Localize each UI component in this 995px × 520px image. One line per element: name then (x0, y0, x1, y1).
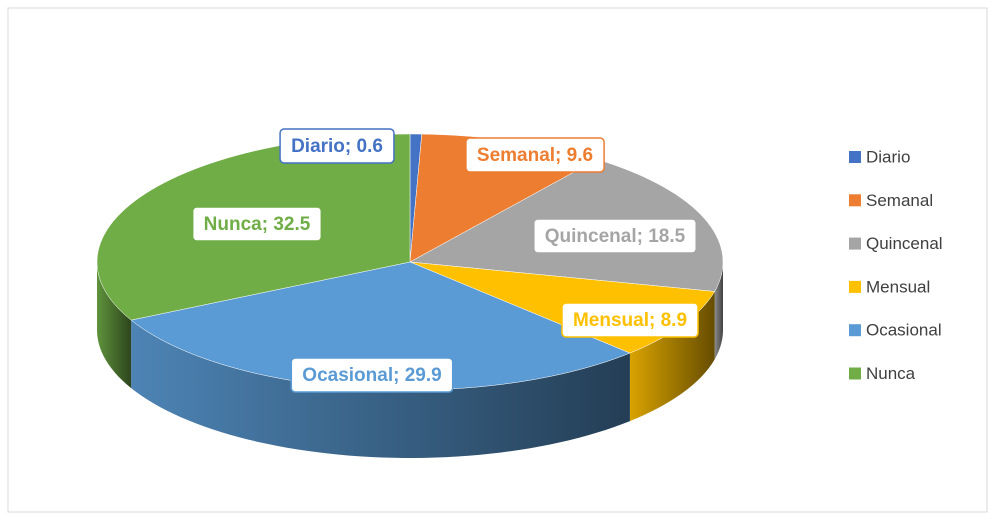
legend-swatch (849, 194, 861, 207)
data-label: Semanal; 9.6 (477, 145, 593, 166)
legend-label: Quincenal (866, 234, 943, 253)
data-label-box (561, 302, 699, 338)
legend-label: Nunca (866, 364, 916, 383)
data-label-box (279, 128, 395, 164)
legend-label: Semanal (866, 191, 933, 210)
data-label-box (465, 137, 605, 173)
legend-label: Mensual (866, 277, 930, 296)
legend-label: Ocasional (866, 321, 942, 340)
slice-side (714, 262, 723, 360)
data-label: Nunca; 32.5 (204, 214, 311, 235)
data-label: Ocasional; 29.9 (302, 365, 441, 386)
data-label-box (290, 357, 454, 393)
legend-label: Diario (866, 147, 910, 166)
data-label: Diario; 0.6 (291, 136, 383, 157)
legend-swatch (849, 280, 861, 293)
legend-swatch (849, 237, 861, 250)
legend-swatch (849, 367, 861, 380)
legend-swatch (849, 324, 861, 337)
data-label-box (191, 206, 323, 242)
data-label: Quincenal; 18.5 (545, 226, 686, 247)
slice-side (97, 262, 132, 389)
data-label-box (533, 218, 697, 254)
data-label: Mensual; 8.9 (573, 310, 687, 331)
slice-side (131, 320, 630, 458)
legend-swatch (849, 151, 861, 163)
